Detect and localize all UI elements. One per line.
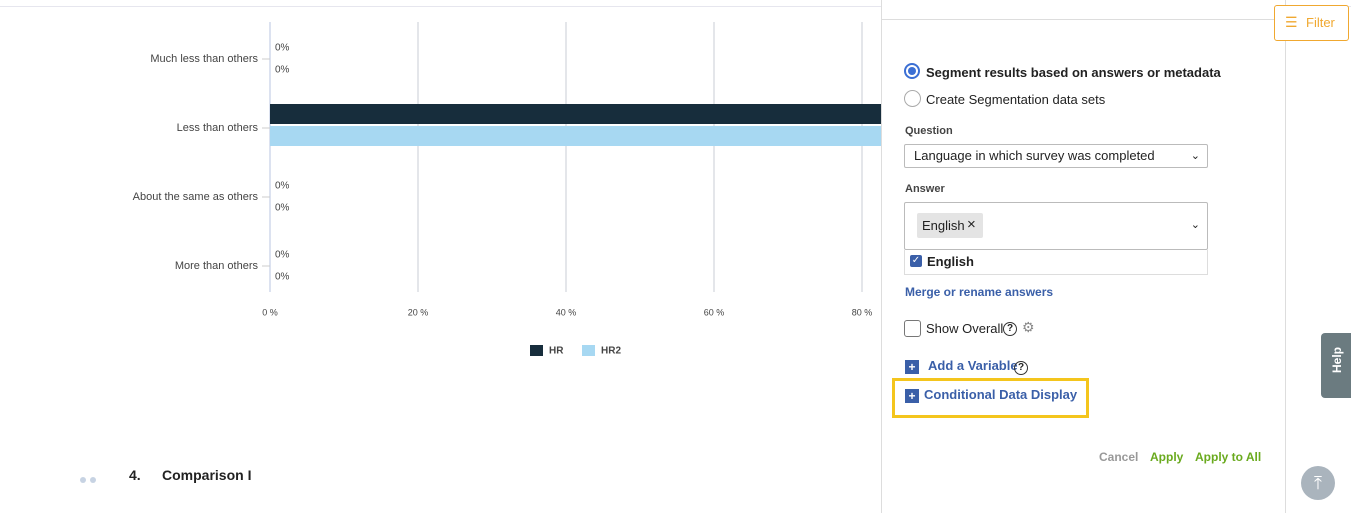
panel-divider: [882, 19, 1286, 20]
help-tab[interactable]: Help: [1321, 333, 1351, 398]
filter-text: Filter: [1306, 15, 1335, 30]
y-tick-label: Less than others: [177, 122, 259, 134]
tag-text: English: [922, 218, 965, 233]
x-tick-label: 80 %: [852, 307, 873, 317]
bar: [270, 104, 1010, 124]
value-label: 0%: [275, 250, 290, 261]
x-tick-label: 0 %: [262, 307, 278, 317]
value-label: 0%: [275, 43, 290, 54]
top-bar: [0, 0, 1351, 7]
x-tick-label: 20 %: [408, 307, 429, 317]
right-border: [1285, 0, 1286, 513]
answer-tag[interactable]: English ×: [917, 213, 983, 238]
conditional-display[interactable]: Conditional Data Display: [924, 387, 1078, 402]
y-tick-label: About the same as others: [133, 191, 259, 203]
add-variable[interactable]: Add a Variable: [928, 358, 1018, 373]
question-value: Language in which survey was completed: [914, 148, 1155, 163]
plus-icon[interactable]: +: [905, 389, 919, 403]
drag-handle[interactable]: [80, 470, 97, 488]
section-title: Comparison I: [162, 467, 252, 483]
radio-selected[interactable]: [904, 63, 920, 79]
option-label[interactable]: Create Segmentation data sets: [926, 92, 1106, 107]
x-tick-label: 40 %: [556, 307, 577, 317]
value-label: 0%: [275, 272, 290, 283]
answer-select[interactable]: English × ⌄: [904, 202, 1208, 250]
value-label: 0%: [275, 203, 290, 214]
option-label[interactable]: Segment results based on answers or meta…: [926, 65, 1221, 80]
apply-button[interactable]: Apply: [1150, 450, 1184, 464]
value-label: 0%: [275, 181, 290, 192]
legend-label[interactable]: HR: [549, 346, 564, 357]
checkbox-checked[interactable]: ✓: [910, 255, 922, 267]
tag-remove[interactable]: ×: [967, 216, 976, 233]
checkbox[interactable]: [904, 320, 921, 337]
help-icon[interactable]: ?: [1003, 321, 1017, 336]
gear-icon[interactable]: ⚙: [1022, 319, 1035, 335]
question-label: Question: [905, 125, 953, 137]
x-tick-label: 60 %: [704, 307, 725, 317]
merge-link[interactable]: Merge or rename answers: [905, 285, 1054, 299]
bar: [270, 126, 1010, 146]
help-text: Help: [1330, 346, 1344, 373]
highlight-box: [892, 378, 1089, 418]
answer-label: Answer: [905, 183, 945, 195]
chevron: ⌄: [1190, 219, 1200, 231]
apply-all-button[interactable]: Apply to All: [1195, 450, 1262, 464]
legend-label[interactable]: HR2: [601, 346, 621, 357]
y-tick-label: Much less than others: [150, 53, 258, 65]
segment-panel: Segment results based on answers or meta…: [881, 0, 1286, 513]
filter-button[interactable]: ☰ Filter: [1274, 5, 1349, 41]
value-label: 0%: [275, 65, 290, 76]
show-overall[interactable]: Show Overall: [926, 321, 1004, 336]
filter-icon: ☰: [1285, 14, 1298, 30]
option-text: English: [927, 254, 974, 269]
y-tick-label: More than others: [175, 260, 259, 272]
answer-option[interactable]: ✓ English: [904, 250, 1208, 275]
legend-swatch: [530, 345, 543, 356]
section-number: 4.: [129, 467, 141, 483]
scroll-top[interactable]: ⤒: [1301, 466, 1335, 500]
plus-icon[interactable]: +: [905, 360, 919, 374]
legend-swatch: [582, 345, 595, 356]
question-select[interactable]: Language in which survey was completed ⌄: [904, 144, 1208, 168]
radio[interactable]: [904, 90, 921, 107]
chart: 0 % 20 % 40 % 60 % 80 % Much less than others…: [133, 22, 1010, 357]
help-icon[interactable]: ?: [1014, 360, 1028, 375]
chevron: ⌄: [1190, 150, 1200, 162]
cancel-button[interactable]: Cancel: [1099, 450, 1139, 464]
